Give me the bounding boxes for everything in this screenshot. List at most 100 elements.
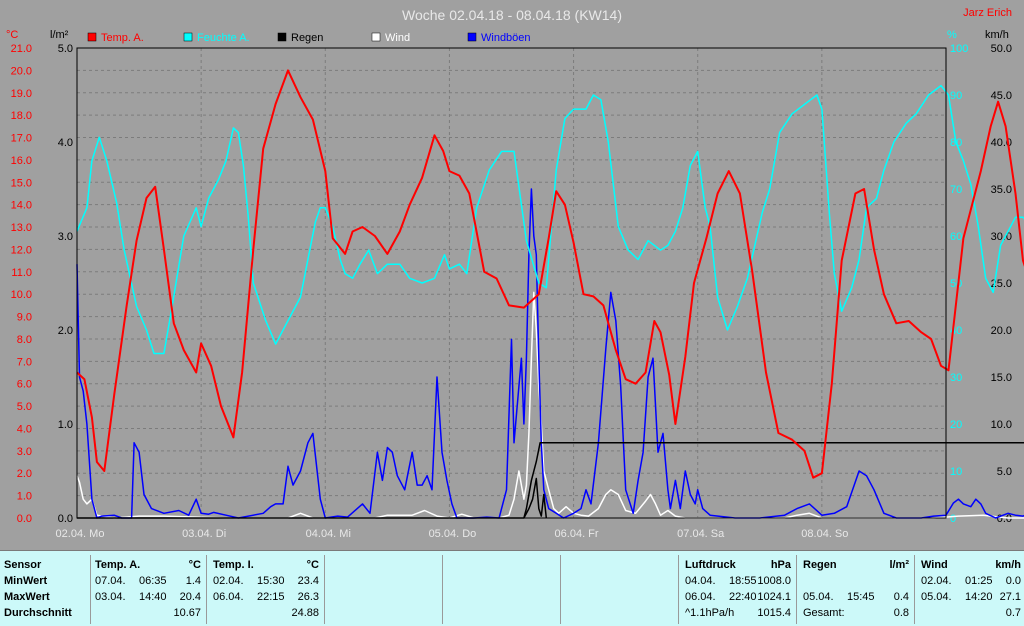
maxwert-label: MaxWert xyxy=(4,591,50,603)
min-time: 15:30 xyxy=(257,575,285,587)
legend-label: Temp. A. xyxy=(101,32,144,44)
wind-tick-label: 30.0 xyxy=(991,231,1012,243)
temp-tick-label: 16.0 xyxy=(11,155,32,167)
chart-legend: Temp. A. Feuchte A. Regen Wind Windböen xyxy=(87,32,531,44)
rain-tick-label: 0.0 xyxy=(58,513,73,525)
max-date: 05.04. xyxy=(921,591,952,603)
stats-temp-outdoor: Temp. A. °C 07.04. 06:35 1.4 03.04. 14:40 20.… xyxy=(90,555,205,624)
avg-value: 0.7 xyxy=(1005,607,1021,619)
minwert-label: MinWert xyxy=(4,575,48,587)
total-label: Gesamt: xyxy=(803,607,845,619)
min-date: 07.04. xyxy=(95,575,126,587)
max-value: 26.3 xyxy=(297,591,319,603)
total-value: 0.8 xyxy=(893,607,909,619)
column-header: Wind xyxy=(921,559,948,571)
humidity-tick-label: 50 xyxy=(950,278,962,290)
x-tick-label: 08.04. So xyxy=(801,528,848,540)
humidity-tick-label: 20 xyxy=(950,419,962,431)
temp-tick-label: 4.0 xyxy=(17,423,32,435)
column-unit: °C xyxy=(306,559,319,571)
humidity-tick-label: 60 xyxy=(950,231,962,243)
temp-tick-label: 0.0 xyxy=(17,513,32,525)
temp-tick-label: 5.0 xyxy=(17,401,32,413)
temp-tick-label: 17.0 xyxy=(11,133,32,145)
series-line-temp-a- xyxy=(76,69,1024,479)
humidity-tick-label: 70 xyxy=(950,184,962,196)
x-tick-label: 04.04. Mi xyxy=(306,528,351,540)
temp-tick-label: 8.0 xyxy=(17,334,32,346)
min-value: 1008.0 xyxy=(757,575,791,587)
min-value: 0.0 xyxy=(1005,575,1021,587)
temp-tick-label: 18.0 xyxy=(11,110,32,122)
rain-tick-label: 1.0 xyxy=(58,419,73,431)
temp-tick-label: 12.0 xyxy=(11,244,32,256)
legend-swatch xyxy=(183,32,193,42)
min-date: 02.04. xyxy=(921,575,952,587)
max-time: 15:45 xyxy=(847,591,875,603)
wind-unit-label: km/h xyxy=(985,29,1009,41)
rain-tick-label: 3.0 xyxy=(58,231,73,243)
temp-tick-label: 9.0 xyxy=(17,312,32,324)
stats-empty-2 xyxy=(442,555,559,624)
x-tick-label: 02.04. Mo xyxy=(56,528,105,540)
stats-empty-1 xyxy=(324,555,441,624)
wind-tick-label: 5.0 xyxy=(997,466,1012,478)
temp-tick-label: 21.0 xyxy=(11,43,32,55)
max-value: 27.1 xyxy=(999,591,1021,603)
humidity-unit-label: % xyxy=(947,29,957,41)
max-value: 0.4 xyxy=(893,591,909,603)
min-value: 1.4 xyxy=(185,575,201,587)
temp-tick-label: 20.0 xyxy=(11,65,32,77)
avg-value: 24.88 xyxy=(291,607,319,619)
max-time: 14:20 xyxy=(965,591,993,603)
stats-rain: Regen l/m² 05.04. 15:45 0.4 Gesamt: 0.8 xyxy=(796,555,913,624)
durchschnitt-label: Durchschnitt xyxy=(4,607,72,619)
wind-tick-label: 10.0 xyxy=(991,419,1012,431)
temp-tick-label: 1.0 xyxy=(17,491,32,503)
legend-label: Regen xyxy=(291,32,323,44)
x-tick-label: 03.04. Di xyxy=(182,528,226,540)
humidity-tick-label: 0 xyxy=(950,513,956,525)
temp-tick-label: 2.0 xyxy=(17,468,32,480)
avg-value: 10.67 xyxy=(173,607,201,619)
wind-tick-label: 20.0 xyxy=(991,325,1012,337)
humidity-tick-label: 100 xyxy=(950,43,968,55)
max-date: 03.04. xyxy=(95,591,126,603)
legend-label: Windböen xyxy=(481,32,531,44)
column-header: Luftdruck xyxy=(685,559,736,571)
temp-tick-label: 6.0 xyxy=(17,379,32,391)
temp-tick-label: 14.0 xyxy=(11,200,32,212)
column-unit: km/h xyxy=(995,559,1021,571)
plot-frame xyxy=(76,47,947,519)
series-line-feuchte-a- xyxy=(76,84,1024,355)
temp-tick-label: 15.0 xyxy=(11,177,32,189)
max-value: 20.4 xyxy=(179,591,201,603)
legend-swatch xyxy=(277,32,287,42)
legend-swatch xyxy=(467,32,477,42)
chart-background xyxy=(0,0,1024,550)
min-time: 18:55 xyxy=(729,575,757,587)
rain-unit-label: l/m² xyxy=(50,29,69,41)
wind-tick-label: 45.0 xyxy=(991,90,1012,102)
humidity-tick-label: 10 xyxy=(950,466,962,478)
series-line-windb-en xyxy=(76,188,1024,519)
stats-temp-indoor: Temp. I. °C 02.04. 15:30 23.4 06.04. 22:15 26… xyxy=(206,555,323,624)
wind-tick-label: 50.0 xyxy=(991,43,1012,55)
stats-panel: Sensor MinWert MaxWert Durchschnitt Temp… xyxy=(0,550,1024,626)
wind-tick-label: 35.0 xyxy=(991,184,1012,196)
x-tick-label: 06.04. Fr xyxy=(555,528,599,540)
column-unit: °C xyxy=(188,559,201,571)
min-time: 01:25 xyxy=(965,575,993,587)
station-name: Jarz Erich xyxy=(963,7,1012,19)
stats-labels-column: Sensor MinWert MaxWert Durchschnitt xyxy=(4,555,88,624)
temp-tick-label: 13.0 xyxy=(11,222,32,234)
max-time: 22:15 xyxy=(257,591,285,603)
rain-tick-label: 5.0 xyxy=(58,43,73,55)
rain-tick-label: 2.0 xyxy=(58,325,73,337)
pressure-trend: ^1.1hPa/h xyxy=(685,607,735,619)
legend-swatch xyxy=(87,32,97,42)
legend-label: Wind xyxy=(385,32,410,44)
x-tick-label: 07.04. Sa xyxy=(677,528,725,540)
y-axes: 0.0 1.0 2.0 3.0 4.0 5.0 6.0 7.0 8.0 9.0 10.0 11.0 12… xyxy=(11,43,1012,525)
humidity-tick-label: 30 xyxy=(950,372,962,384)
